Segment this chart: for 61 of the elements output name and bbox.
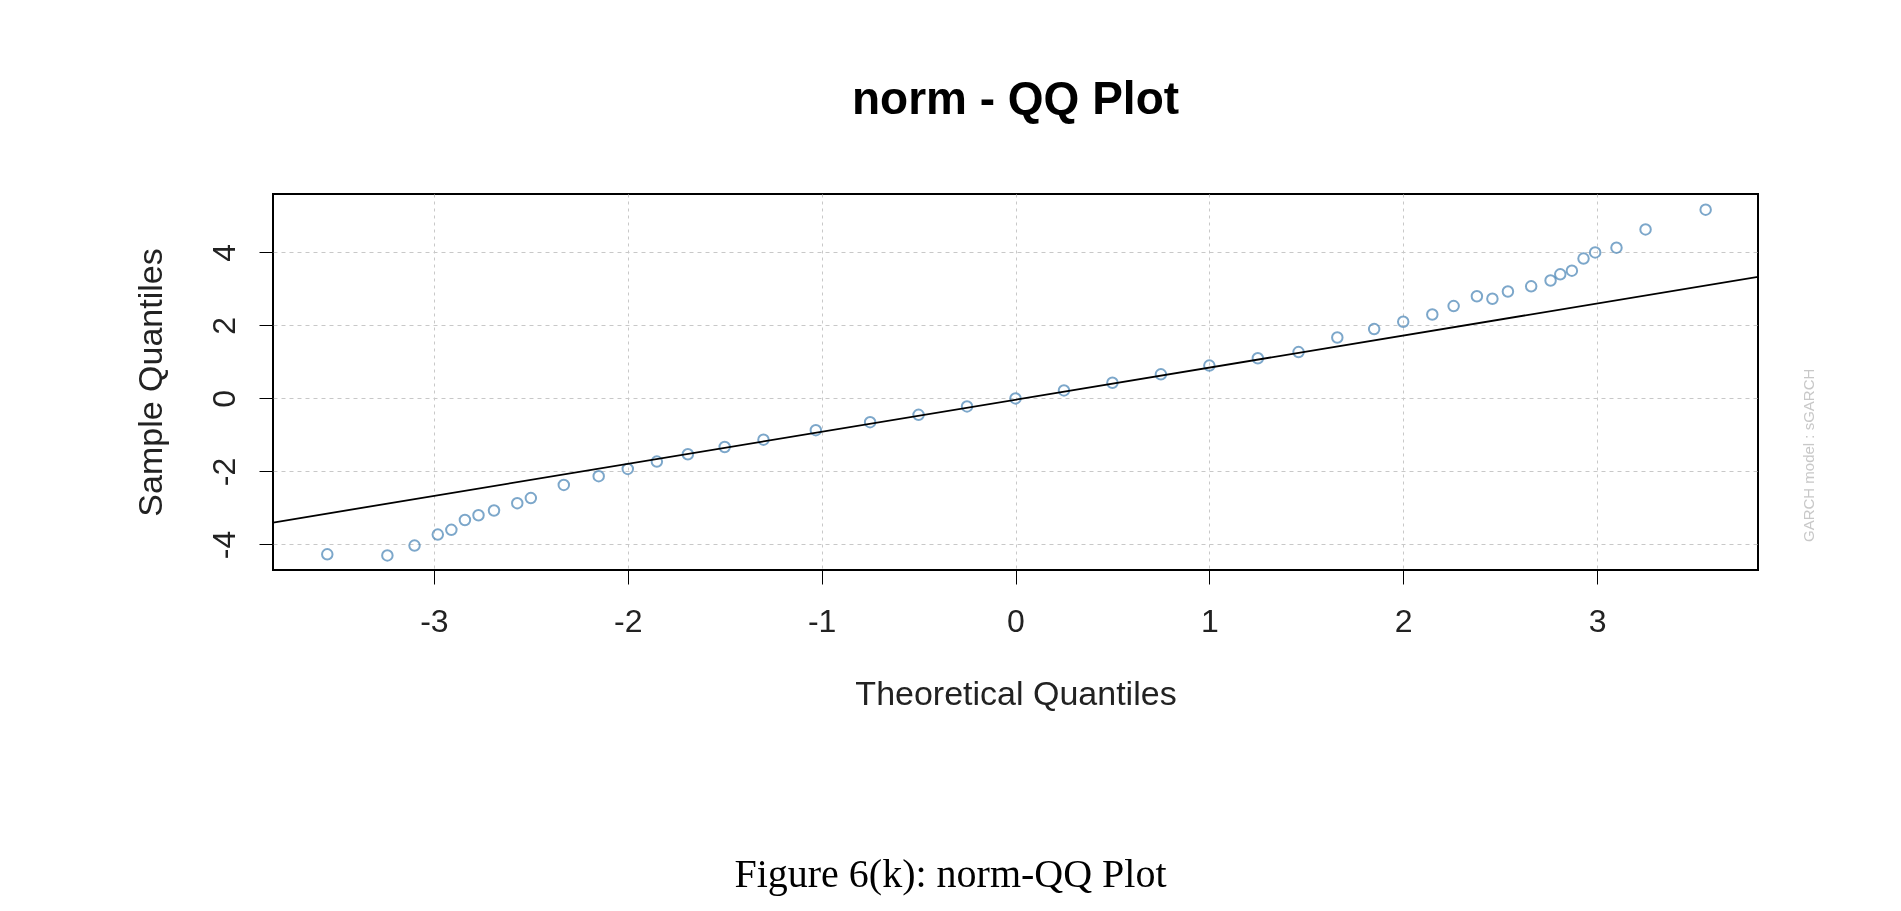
point xyxy=(960,400,974,413)
point xyxy=(1486,292,1499,305)
point xyxy=(487,504,501,517)
point xyxy=(1501,285,1515,298)
point xyxy=(1331,331,1344,344)
point xyxy=(511,496,524,510)
point xyxy=(718,440,731,454)
point xyxy=(1057,384,1071,397)
x-tick-label: 0 xyxy=(1007,602,1025,639)
y-tick-label: 4 xyxy=(205,244,242,262)
point xyxy=(621,462,635,476)
point xyxy=(1154,368,1168,381)
x-tick-label: 1 xyxy=(1200,602,1219,639)
x-axis-title: Theoretical Quantiles xyxy=(855,673,1177,712)
y-tick-label: 2 xyxy=(205,317,242,335)
point xyxy=(1203,359,1216,372)
y-axis-title: Sample Quantiles xyxy=(130,248,169,517)
point xyxy=(1577,252,1590,265)
point xyxy=(1292,345,1305,359)
chart-title: norm - QQ Plot xyxy=(851,72,1180,124)
x-tick-label: -1 xyxy=(807,602,837,639)
point xyxy=(381,549,394,562)
point xyxy=(1426,308,1439,321)
point xyxy=(445,523,458,537)
point xyxy=(458,513,472,527)
point xyxy=(1251,352,1265,365)
point xyxy=(1610,241,1623,254)
x-tick-label: -2 xyxy=(614,602,643,639)
point xyxy=(681,448,695,461)
point xyxy=(557,478,571,492)
point xyxy=(1544,274,1557,287)
y-tick-label: -2 xyxy=(205,457,242,487)
point xyxy=(809,423,823,437)
point xyxy=(1396,315,1410,328)
y-tick-label: 0 xyxy=(205,390,242,408)
point xyxy=(912,408,925,422)
point xyxy=(472,509,485,522)
point xyxy=(1565,264,1579,277)
point xyxy=(1588,246,1602,259)
point xyxy=(1106,376,1119,389)
point xyxy=(431,528,445,541)
point xyxy=(592,469,605,483)
point xyxy=(863,415,877,429)
point xyxy=(408,539,421,552)
point xyxy=(321,548,334,561)
caption: Figure 6(k): norm-QQ Plot xyxy=(733,850,1168,897)
x-tick-label: 3 xyxy=(1588,602,1607,639)
x-tick-label: -3 xyxy=(420,602,449,639)
point xyxy=(1639,223,1652,236)
point xyxy=(1470,289,1484,303)
point xyxy=(757,433,770,446)
point xyxy=(1554,268,1567,281)
point xyxy=(650,455,664,468)
point xyxy=(1447,299,1460,313)
point xyxy=(1524,280,1538,293)
point xyxy=(1699,203,1712,216)
point xyxy=(524,491,538,505)
y-tick-label: -4 xyxy=(205,530,242,560)
x-tick-label: 2 xyxy=(1394,602,1413,639)
point xyxy=(1367,322,1381,336)
point xyxy=(1009,392,1022,405)
